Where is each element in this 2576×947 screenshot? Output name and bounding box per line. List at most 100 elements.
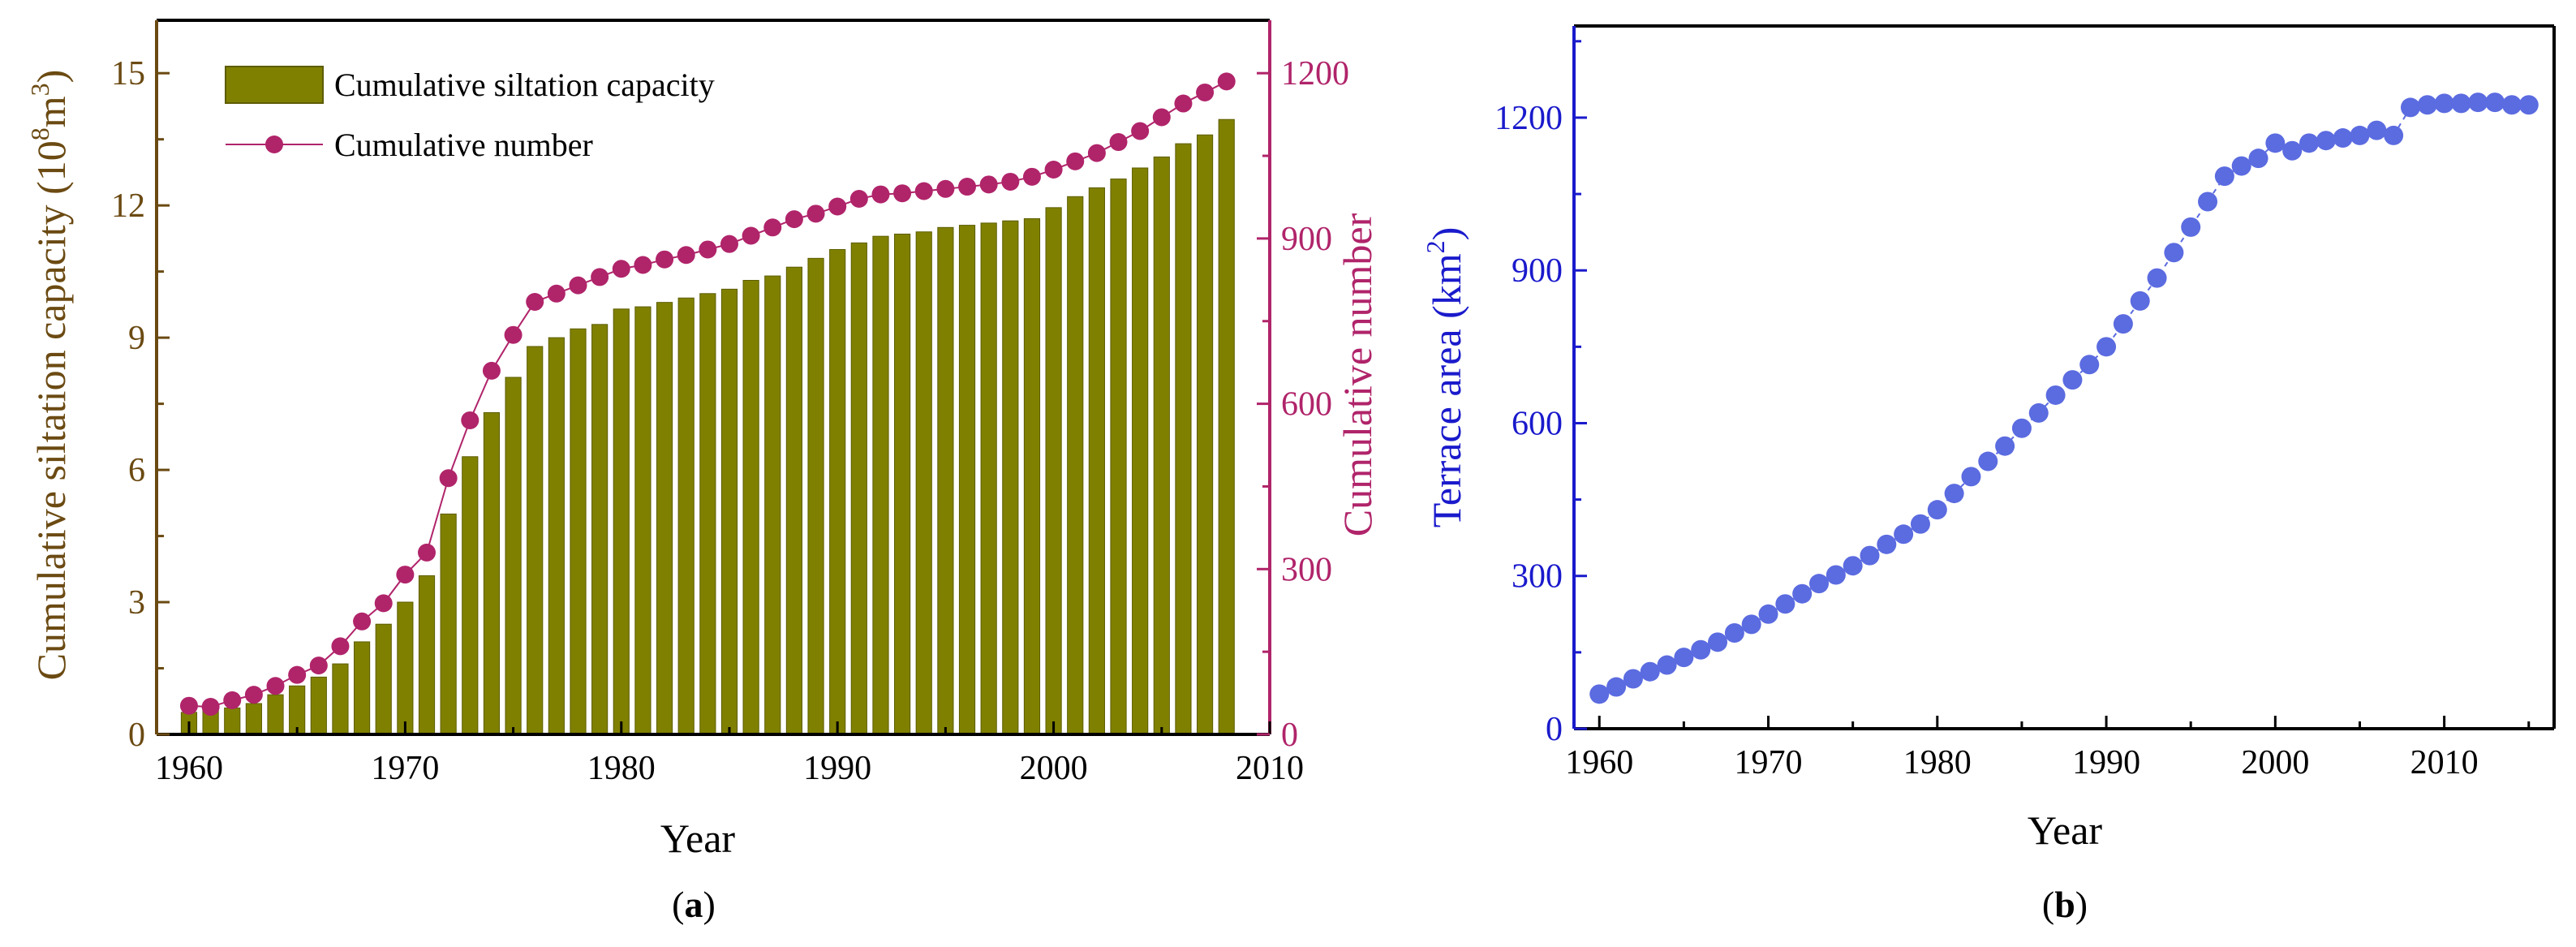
number-point-1980 bbox=[612, 260, 630, 278]
a-ytick-label: 9 bbox=[128, 320, 145, 357]
area-point-2011 bbox=[2451, 93, 2471, 114]
bar-1993 bbox=[894, 233, 911, 735]
number-point-1967 bbox=[331, 637, 350, 656]
area-point-1985 bbox=[2011, 418, 2032, 438]
a-xtick-label: 2010 bbox=[1236, 750, 1304, 787]
number-point-1995 bbox=[936, 179, 955, 198]
bar-2004 bbox=[1132, 167, 1149, 735]
number-point-1979 bbox=[591, 268, 609, 286]
legend-bar-swatch bbox=[225, 66, 324, 104]
bar-1980 bbox=[613, 308, 630, 735]
bar-1971 bbox=[418, 575, 436, 735]
legend-line-marker bbox=[265, 136, 283, 153]
a-xtick-label: 1970 bbox=[371, 750, 439, 787]
number-point-1963 bbox=[244, 686, 263, 704]
area-point-2004 bbox=[2333, 128, 2353, 149]
number-point-1994 bbox=[914, 182, 933, 200]
number-point-1990 bbox=[828, 197, 847, 216]
bar-1982 bbox=[656, 302, 673, 735]
bar-2002 bbox=[1088, 187, 1105, 735]
area-point-1982 bbox=[1961, 467, 1981, 487]
number-point-1998 bbox=[1001, 172, 1020, 191]
area-point-1964 bbox=[1657, 655, 1677, 675]
area-point-2006 bbox=[2367, 120, 2387, 140]
number-point-2005 bbox=[1152, 108, 1171, 127]
bar-1997 bbox=[980, 222, 997, 735]
area-point-2003 bbox=[2316, 131, 2336, 151]
bar-1981 bbox=[634, 306, 652, 735]
bar-1996 bbox=[958, 225, 976, 735]
panel-a-left-title: Cumulative siltation capacity (108m3) bbox=[25, 70, 74, 681]
bar-2007 bbox=[1196, 134, 1214, 735]
bar-1974 bbox=[483, 411, 501, 735]
a-xtick-label: 1980 bbox=[587, 750, 656, 787]
bar-1966 bbox=[310, 676, 327, 735]
bar-1978 bbox=[570, 328, 587, 735]
number-point-1984 bbox=[699, 240, 717, 259]
panel-b-label: (b) bbox=[2042, 884, 2088, 925]
panel-a-x-ticks: 1960 1970 1980 1990 2000 2010 bbox=[155, 721, 1304, 787]
number-point-1968 bbox=[353, 612, 372, 631]
area-point-1967 bbox=[1708, 632, 1728, 652]
number-point-1985 bbox=[720, 235, 738, 253]
area-point-1973 bbox=[1809, 574, 1829, 594]
bar-1983 bbox=[677, 297, 695, 735]
number-point-1997 bbox=[979, 175, 998, 194]
area-point-1999 bbox=[2248, 149, 2269, 169]
bar-1963 bbox=[245, 703, 262, 735]
bar-2008 bbox=[1218, 118, 1235, 735]
bar-1995 bbox=[937, 226, 954, 735]
number-point-1964 bbox=[266, 677, 285, 695]
area-point-2013 bbox=[2485, 93, 2505, 113]
area-point-2002 bbox=[2299, 133, 2319, 153]
number-point-2002 bbox=[1087, 144, 1106, 162]
bar-1992 bbox=[872, 235, 889, 735]
number-point-2004 bbox=[1131, 122, 1150, 140]
number-point-2001 bbox=[1066, 152, 1085, 170]
bar-2000 bbox=[1045, 207, 1062, 735]
area-point-1993 bbox=[2147, 268, 2167, 288]
bar-1987 bbox=[764, 275, 781, 735]
number-point-1991 bbox=[849, 190, 868, 208]
number-point-1976 bbox=[526, 292, 544, 311]
area-point-2014 bbox=[2501, 95, 2522, 115]
legend-line-label: Cumulative number bbox=[334, 127, 593, 163]
a-y2tick-label: 0 bbox=[1281, 717, 1298, 754]
area-point-1989 bbox=[2079, 355, 2100, 375]
panel-a: 1960 1970 1980 1990 2000 2010 0 3 6 9 12 15 0 300 60… bbox=[25, 19, 1380, 925]
area-point-1994 bbox=[2164, 243, 2184, 263]
number-point-1983 bbox=[677, 246, 695, 265]
number-point-1999 bbox=[1022, 167, 1041, 186]
area-point-2009 bbox=[2417, 95, 2437, 115]
area-point-1991 bbox=[2113, 314, 2133, 334]
area-point-1981 bbox=[1944, 484, 1964, 504]
panel-b-x-ticks: 1960 1970 1980 1990 2000 2010 bbox=[1565, 716, 2531, 781]
area-point-1961 bbox=[1606, 677, 1627, 697]
area-point-1990 bbox=[2096, 337, 2117, 357]
number-point-2000 bbox=[1044, 161, 1063, 179]
area-point-1968 bbox=[1724, 623, 1744, 644]
bar-1968 bbox=[353, 641, 371, 735]
a-y2tick-label: 600 bbox=[1281, 386, 1332, 424]
panel-b-y-title: Terrace area (km2) bbox=[1421, 227, 1469, 528]
a-ytick-label: 3 bbox=[128, 584, 145, 622]
area-point-1987 bbox=[2045, 385, 2066, 405]
number-point-1969 bbox=[374, 594, 393, 613]
number-point-2008 bbox=[1217, 72, 1236, 91]
bar-1988 bbox=[785, 266, 802, 735]
area-point-1966 bbox=[1691, 639, 1711, 660]
b-xtick-label: 1970 bbox=[1735, 744, 1803, 781]
number-point-1970 bbox=[396, 566, 415, 584]
b-ytick-label: 600 bbox=[1512, 405, 1563, 442]
a-y2tick-label: 300 bbox=[1281, 551, 1332, 588]
bar-1979 bbox=[591, 324, 609, 735]
number-point-1989 bbox=[806, 204, 825, 223]
panel-b-x-title: Year bbox=[2028, 807, 2102, 853]
area-point-1988 bbox=[2062, 370, 2083, 390]
area-point-1986 bbox=[2028, 402, 2049, 423]
area-point-2005 bbox=[2350, 125, 2370, 145]
b-xtick-label: 2010 bbox=[2410, 744, 2479, 781]
area-point-1979 bbox=[1910, 514, 1930, 534]
area-point-1983 bbox=[1978, 451, 1998, 471]
bar-1972 bbox=[440, 513, 457, 735]
